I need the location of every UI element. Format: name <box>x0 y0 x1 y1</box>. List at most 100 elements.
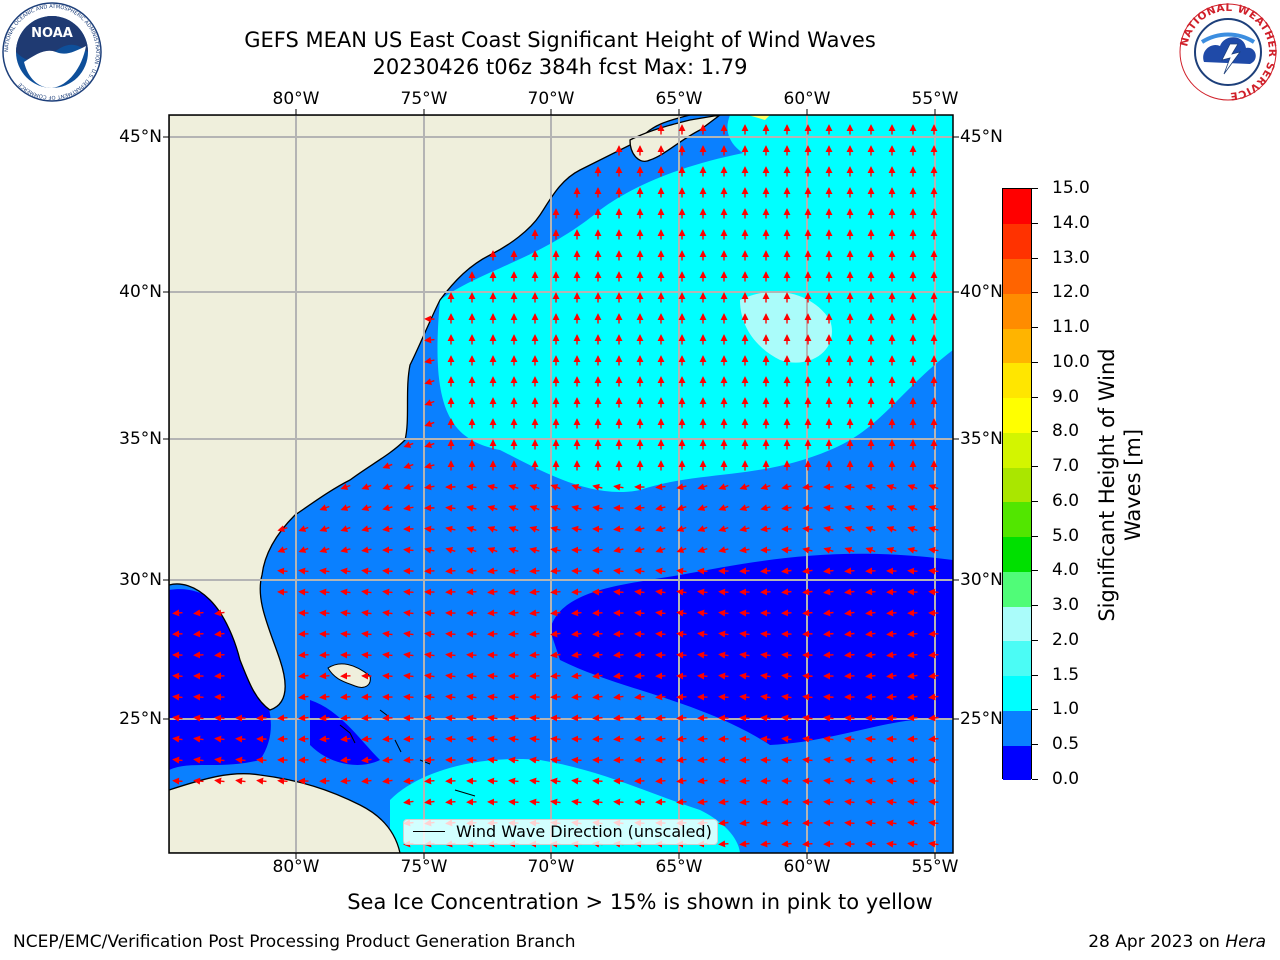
colorbar-tick <box>1032 709 1038 711</box>
colorbar-tick-label: 1.5 <box>1052 664 1080 685</box>
wave-direction-arrow <box>718 777 729 785</box>
wave-direction-arrow <box>592 504 603 512</box>
wave-direction-arrow <box>907 777 918 785</box>
wave-direction-arrow <box>550 630 561 638</box>
wave-direction-arrow <box>403 462 414 469</box>
wave-direction-arrow <box>718 483 729 490</box>
wave-direction-arrow <box>865 819 876 827</box>
colorbar-segment <box>1003 606 1031 642</box>
wave-direction-arrow <box>193 714 204 722</box>
moderate-wave-region <box>437 125 953 492</box>
wave-direction-arrow <box>508 609 519 617</box>
wave-direction-arrow <box>382 672 393 680</box>
wave-direction-arrow <box>508 756 519 764</box>
wave-direction-arrow <box>445 525 456 533</box>
wave-direction-arrow <box>172 777 183 785</box>
lat-label-right: 35°N <box>960 429 1003 449</box>
wave-direction-arrow <box>844 630 855 638</box>
wave-direction-arrow <box>739 840 750 848</box>
svg-text:NOAA: NOAA <box>31 26 73 41</box>
wave-direction-arrow <box>886 547 897 554</box>
wave-direction-arrow <box>403 504 414 512</box>
wave-direction-arrow <box>403 588 414 596</box>
wave-direction-arrow <box>928 505 939 512</box>
wave-direction-arrow <box>508 567 519 575</box>
wave-direction-arrow <box>214 651 225 659</box>
wave-direction-arrow <box>235 756 246 764</box>
wave-direction-arrow <box>319 504 330 511</box>
colorbar-title-line1: Significant Height of Wind <box>1095 348 1119 622</box>
peak-wave-region <box>740 291 832 363</box>
wave-direction-arrow <box>571 525 582 533</box>
run-date-text: 28 Apr 2023 on <box>1088 932 1226 952</box>
wave-direction-arrow <box>214 735 225 743</box>
colorbar-tick-label: 1.0 <box>1052 699 1080 720</box>
wave-direction-arrow <box>844 651 855 659</box>
lat-label-left: 30°N <box>119 570 162 590</box>
wave-direction-arrow <box>907 526 918 533</box>
nws-logo-icon: NATIONAL WEATHER SERVICE <box>1178 2 1277 102</box>
wave-direction-arrow <box>487 609 498 617</box>
wave-direction-arrow <box>697 609 708 617</box>
wave-direction-arrow <box>928 798 939 806</box>
wave-direction-arrow <box>739 714 750 722</box>
wave-direction-arrow <box>424 672 435 680</box>
wave-direction-arrow <box>550 546 561 554</box>
wave-direction-arrow <box>865 547 876 554</box>
wave-direction-arrow <box>424 630 435 638</box>
wave-direction-arrow <box>319 525 330 532</box>
lat-label-right: 40°N <box>960 282 1003 302</box>
wave-direction-arrow <box>739 630 750 638</box>
wave-direction-arrow <box>697 651 708 659</box>
lat-label-right: 25°N <box>960 709 1003 729</box>
wave-direction-arrow <box>445 672 456 680</box>
colorbar-tick-label: 4.0 <box>1052 560 1080 581</box>
wave-direction-arrow <box>592 630 603 638</box>
wave-direction-arrow <box>928 714 939 722</box>
colorbar-tick-label: 3.0 <box>1052 595 1080 616</box>
colorbar-tick <box>1032 500 1038 502</box>
wave-direction-arrow <box>718 651 729 659</box>
wave-direction-arrow <box>361 651 372 659</box>
wave-direction-arrow <box>361 504 372 511</box>
wave-direction-arrow <box>718 504 729 511</box>
wave-direction-arrow <box>697 735 708 743</box>
wave-direction-arrow <box>865 672 876 680</box>
wave-direction-arrow <box>193 756 204 764</box>
lon-label-top: 60°W <box>783 89 831 109</box>
wave-direction-arrow <box>529 714 540 722</box>
wave-direction-arrow <box>802 525 813 533</box>
wave-direction-arrow <box>466 714 477 722</box>
wave-direction-arrow <box>928 651 939 659</box>
wave-direction-arrow <box>907 505 918 512</box>
wave-direction-arrow <box>844 547 855 554</box>
wave-direction-arrow <box>529 798 540 806</box>
wave-direction-arrow <box>424 357 435 365</box>
wave-direction-arrow <box>844 609 855 617</box>
wave-direction-arrow <box>382 462 393 469</box>
wave-direction-arrow <box>760 525 771 533</box>
wave-direction-arrow <box>508 777 519 785</box>
wave-direction-arrow <box>718 798 729 806</box>
wave-direction-arrow <box>298 735 309 743</box>
wave-direction-arrow <box>823 756 834 764</box>
lon-label-bottom: 65°W <box>655 857 703 877</box>
wave-direction-arrow <box>844 714 855 722</box>
wave-direction-arrow <box>508 714 519 722</box>
colorbar-segment <box>1003 432 1031 468</box>
wave-direction-arrow <box>424 651 435 659</box>
wave-direction-arrow <box>403 756 414 764</box>
wave-direction-arrow <box>781 483 792 491</box>
wave-direction-arrow <box>571 777 582 785</box>
wave-direction-arrow <box>718 756 729 764</box>
wave-direction-arrow <box>424 441 435 448</box>
colorbar-tick-label: 10.0 <box>1052 351 1090 372</box>
wave-direction-arrow <box>781 567 792 575</box>
wave-direction-arrow <box>718 546 729 554</box>
wave-direction-arrow <box>487 714 498 722</box>
wave-direction-arrow <box>697 567 708 575</box>
wave-direction-arrow <box>613 588 624 596</box>
wave-direction-arrow <box>403 777 414 785</box>
wave-direction-arrow <box>718 630 729 638</box>
lat-label-left: 40°N <box>119 282 162 302</box>
